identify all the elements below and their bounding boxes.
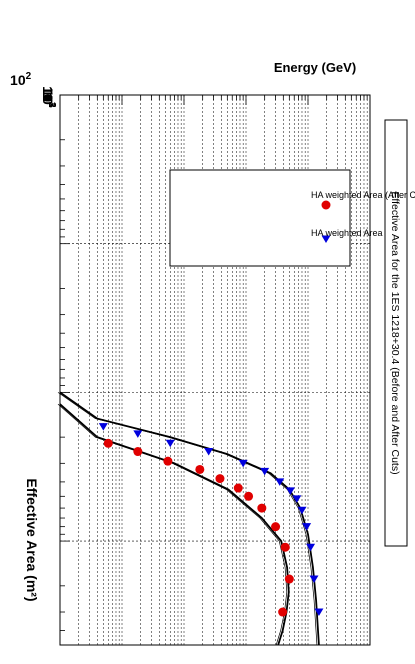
data-point-triangle bbox=[238, 459, 248, 468]
y-tick-label: 104 bbox=[40, 86, 57, 108]
data-point-circle bbox=[280, 542, 290, 552]
y-tick-label: 103 bbox=[40, 86, 57, 108]
data-point-circle bbox=[244, 491, 254, 501]
data-point-triangle bbox=[275, 478, 285, 486]
data-point-triangle bbox=[260, 467, 270, 476]
data-point-circle bbox=[215, 474, 225, 484]
data-point-triangle bbox=[98, 423, 108, 431]
y-tick-label: 102 bbox=[40, 86, 57, 108]
data-point-circle bbox=[233, 483, 243, 493]
y-tick-label: 10 bbox=[40, 89, 56, 105]
data-point-triangle bbox=[285, 487, 295, 495]
fit-curve-secondary-after-cut bbox=[57, 403, 288, 646]
fit-curve-after-cut bbox=[59, 403, 290, 646]
data-point-circle bbox=[133, 447, 143, 457]
x-tick-label: 102 bbox=[10, 71, 32, 88]
data-point-circle bbox=[284, 574, 294, 584]
data-point-triangle bbox=[133, 430, 143, 438]
data-point-circle bbox=[195, 464, 205, 474]
data-point-triangle bbox=[165, 439, 175, 448]
ticks bbox=[59, 94, 371, 646]
data-point-circle bbox=[257, 503, 267, 513]
data-points bbox=[98, 423, 324, 617]
legend-frame bbox=[169, 169, 351, 267]
title-frame bbox=[384, 119, 408, 547]
data-point-triangle bbox=[297, 506, 307, 515]
y-tick-label: 1 bbox=[40, 93, 56, 101]
data-point-triangle bbox=[309, 575, 319, 584]
legend-after-cut-marker bbox=[321, 200, 331, 210]
tick-labels: 102103110102103104 bbox=[10, 71, 57, 108]
data-point-triangle bbox=[306, 543, 316, 552]
x-axis-label: Energy (GeV) bbox=[274, 60, 356, 75]
legend: HA weighted Area (After Cut) HA weighted… bbox=[169, 169, 415, 267]
legend-after-cut-label: HA weighted Area (After Cut) bbox=[311, 190, 415, 200]
chart-title: Effective Area for the 1ES 1218+30.4 (Be… bbox=[389, 191, 401, 474]
data-point-triangle bbox=[204, 448, 214, 456]
title-box: Effective Area for the 1ES 1218+30.4 (Be… bbox=[384, 119, 408, 547]
data-point-triangle bbox=[302, 523, 312, 531]
data-point-circle bbox=[163, 456, 173, 466]
legend-before-marker bbox=[321, 235, 331, 243]
data-point-triangle bbox=[314, 608, 324, 617]
legend-before-label: HA weighted Area bbox=[311, 228, 383, 238]
data-point-triangle bbox=[292, 495, 302, 503]
y-axis-label: Effective Area (m²) bbox=[24, 478, 40, 601]
data-point-circle bbox=[103, 438, 113, 448]
data-point-circle bbox=[278, 607, 288, 617]
data-point-circle bbox=[271, 522, 281, 532]
